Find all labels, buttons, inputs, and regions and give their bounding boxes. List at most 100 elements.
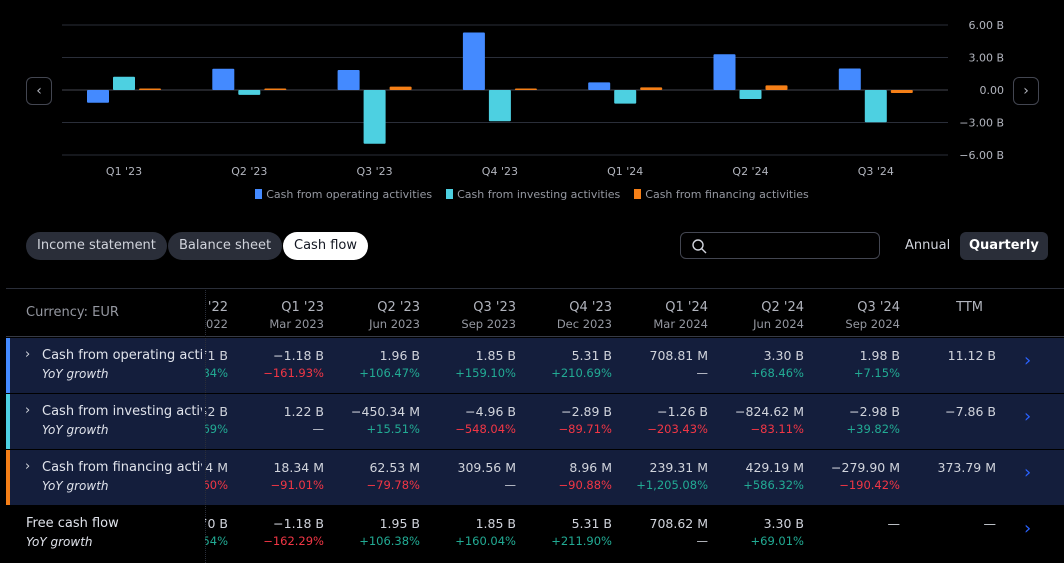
- quarterly-toggle[interactable]: Quarterly: [960, 232, 1048, 260]
- bar-investing[interactable]: [488, 90, 511, 122]
- bar-financing[interactable]: [139, 88, 161, 91]
- growth-cell: —: [696, 534, 709, 548]
- tab-income-statement[interactable]: Income statement: [26, 232, 167, 260]
- yoy-growth-label: YoY growth: [42, 479, 109, 493]
- value-cell: 1.98 B: [859, 348, 900, 363]
- value-cell: 8.96 M: [569, 460, 612, 475]
- cash-flow-bar-chart: 6.00 B 3.00 B 0.00 −3.00 B −6.00 B Q1 '23 Q2 '…: [62, 19, 1005, 178]
- table-row[interactable]: › Cash from investing activities YoY growt…: [6, 394, 1064, 449]
- yoy-growth-label: YoY growth: [42, 423, 109, 437]
- bar-investing[interactable]: [739, 90, 762, 99]
- value-cell: −279.90 M: [831, 460, 900, 475]
- value-cell: 5.31 B: [571, 516, 612, 531]
- x-tick-label: Q2 '24: [732, 165, 768, 178]
- column-header: Q1 '23 Mar 2023: [269, 300, 324, 331]
- row-label: Cash from financing activities: [42, 460, 202, 475]
- bar-operating[interactable]: [212, 68, 235, 90]
- value-cell: 3.30 B: [763, 348, 804, 363]
- growth-cell: +160.04%: [455, 534, 516, 548]
- value-cell: 3.30 B: [763, 516, 804, 531]
- x-tick-label: Q3 '23: [357, 165, 393, 178]
- value-cell: 71 B: [199, 348, 228, 363]
- bar-investing[interactable]: [864, 90, 887, 123]
- growth-cell: −203.43%: [647, 422, 708, 436]
- bar-investing[interactable]: [238, 90, 261, 95]
- column-header: Q2 '24 Jun 2024: [753, 300, 804, 331]
- y-tick-label: −3.00 B: [959, 117, 1004, 130]
- legend-item-financing[interactable]: Cash from financing activities: [634, 188, 809, 201]
- y-tick-label: 6.00 B: [968, 19, 1004, 32]
- bar-financing[interactable]: [640, 87, 663, 90]
- legend-item-investing[interactable]: Cash from investing activities: [446, 188, 620, 201]
- bar-financing[interactable]: [765, 85, 788, 90]
- table-row[interactable]: › Cash from financing activities YoY growt…: [6, 450, 1064, 505]
- bar-operating[interactable]: [588, 82, 611, 90]
- search-input[interactable]: [680, 232, 880, 259]
- table-row[interactable]: Free cash flow YoY growth 70 B 54% −1.18 B −1…: [6, 506, 1064, 561]
- yoy-growth-label: YoY growth: [42, 367, 109, 381]
- value-cell: −1.18 B: [273, 516, 324, 531]
- column-header: Q3 '24 Sep 2024: [845, 300, 900, 331]
- growth-cell: +69.01%: [750, 534, 805, 548]
- y-tick-label: 0.00: [980, 84, 1005, 97]
- growth-cell: +159.10%: [455, 366, 516, 380]
- row-label: Free cash flow: [26, 516, 119, 531]
- tab-balance-sheet[interactable]: Balance sheet: [168, 232, 283, 260]
- divider: [6, 288, 1064, 289]
- value-cell: 239.31 M: [649, 460, 709, 475]
- value-cell: 34 M: [197, 460, 228, 475]
- chevron-right-icon[interactable]: ›: [1024, 406, 1032, 427]
- bar-investing[interactable]: [113, 76, 135, 90]
- chevron-right-icon[interactable]: ›: [1024, 518, 1032, 539]
- chevron-right-icon[interactable]: ›: [1024, 462, 1032, 483]
- bar-financing[interactable]: [890, 90, 913, 94]
- expand-chevron-icon[interactable]: ›: [25, 403, 31, 418]
- bar-financing[interactable]: [514, 88, 537, 91]
- value-cell: 708.81 M: [649, 348, 709, 363]
- value-cell: 11.12 B: [947, 348, 996, 363]
- chart-legend: Cash from operating activities Cash from…: [0, 188, 1064, 201]
- growth-cell: +15.51%: [366, 422, 421, 436]
- expand-chevron-icon[interactable]: ›: [25, 347, 31, 362]
- value-cell: 1.85 B: [475, 348, 516, 363]
- value-cell: 18.34 M: [273, 460, 324, 475]
- growth-cell: −89.71%: [558, 422, 613, 436]
- column-header-partial: '22 2022: [198, 300, 228, 331]
- x-tick-label: Q2 '23: [231, 165, 267, 178]
- yoy-growth-label: YoY growth: [26, 535, 93, 549]
- growth-cell: —: [504, 478, 517, 492]
- bar-operating[interactable]: [713, 54, 736, 90]
- growth-cell: +106.38%: [359, 534, 420, 548]
- y-tick-label: 3.00 B: [968, 52, 1004, 65]
- value-cell: −4.96 B: [465, 404, 516, 419]
- growth-cell: +68.46%: [750, 366, 805, 380]
- tab-cash-flow[interactable]: Cash flow: [283, 232, 368, 260]
- chevron-right-icon[interactable]: ›: [1024, 350, 1032, 371]
- bar-operating[interactable]: [87, 90, 109, 103]
- bar-investing[interactable]: [614, 90, 637, 104]
- bar-operating[interactable]: [337, 69, 360, 90]
- bar-financing[interactable]: [389, 86, 412, 90]
- table-row[interactable]: › Cash from operating activities YoY growt…: [6, 338, 1064, 393]
- annual-toggle[interactable]: Annual: [905, 238, 951, 253]
- value-cell: —: [887, 516, 901, 531]
- bar-operating[interactable]: [838, 68, 861, 90]
- growth-cell: +7.15%: [853, 366, 900, 380]
- growth-cell: −548.04%: [455, 422, 516, 436]
- growth-cell: 69%: [202, 422, 228, 436]
- growth-cell: +39.82%: [846, 422, 901, 436]
- value-cell: 62.53 M: [369, 460, 420, 475]
- value-cell: 708.62 M: [649, 516, 709, 531]
- bar-financing[interactable]: [264, 88, 287, 91]
- expand-chevron-icon[interactable]: ›: [25, 459, 31, 474]
- growth-cell: 84%: [202, 366, 228, 380]
- chevron-right-icon[interactable]: ›: [1013, 77, 1039, 105]
- bar-operating[interactable]: [462, 32, 485, 90]
- bar-investing[interactable]: [363, 90, 386, 144]
- value-cell: 1.96 B: [379, 348, 420, 363]
- value-cell: —: [983, 516, 997, 531]
- x-tick-label: Q3 '24: [858, 165, 894, 178]
- growth-cell: 60%: [202, 478, 228, 492]
- chevron-left-icon[interactable]: ‹: [26, 77, 52, 105]
- legend-item-operating[interactable]: Cash from operating activities: [255, 188, 432, 201]
